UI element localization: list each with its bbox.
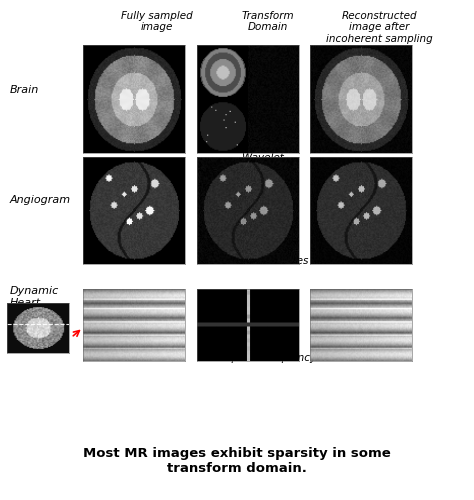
Text: Most MR images exhibit sparsity in some
transform domain.: Most MR images exhibit sparsity in some …: [83, 448, 391, 475]
Text: Fully sampled
image: Fully sampled image: [120, 10, 192, 32]
Text: Dynamic
Heart: Dynamic Heart: [9, 286, 59, 308]
Text: Finite Differences: Finite Differences: [218, 256, 309, 266]
Text: Transform
Domain: Transform Domain: [241, 10, 294, 32]
Text: Reconstructed
image after
incoherent sampling: Reconstructed image after incoherent sam…: [326, 10, 433, 44]
Text: Temporal Frequency: Temporal Frequency: [210, 352, 316, 362]
Text: Brain: Brain: [9, 86, 39, 96]
Text: Angiogram: Angiogram: [9, 195, 71, 205]
Text: Wavelet: Wavelet: [242, 152, 284, 162]
